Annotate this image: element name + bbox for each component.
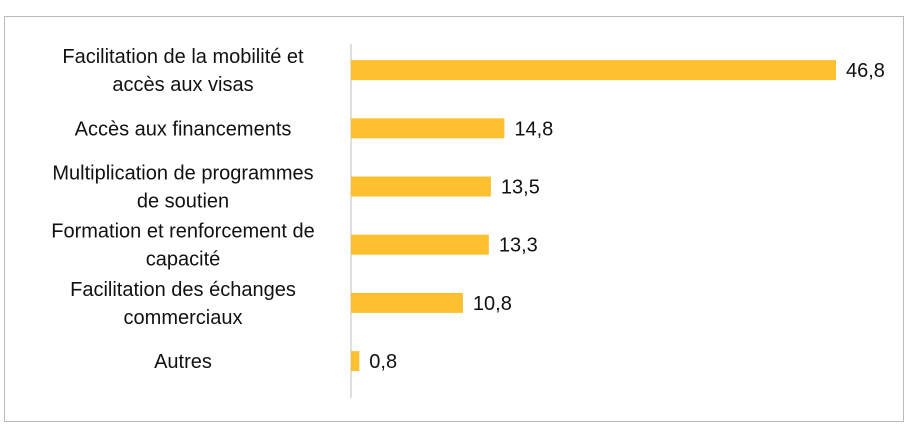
value-label-1: 14,8: [514, 118, 553, 140]
category-label-4: Facilitation des échanges commerciaux: [70, 279, 296, 329]
bar-0: [351, 60, 836, 81]
value-label-5: 0,8: [369, 351, 397, 373]
value-label-3: 13,3: [499, 235, 538, 257]
category-label-2: Multiplication de programmes de soutien: [52, 163, 313, 213]
category-labels-group: Facilitation de la mobilité et accès aux …: [51, 46, 314, 373]
bar-1: [351, 118, 505, 139]
bar-4: [351, 292, 463, 313]
chart-frame: [4, 16, 904, 422]
bar-3: [351, 234, 489, 255]
bar-2: [351, 176, 491, 197]
category-label-1: Accès aux financements: [75, 118, 292, 140]
value-label-2: 13,5: [501, 177, 540, 199]
category-label-0: Facilitation de la mobilité et accès aux …: [62, 46, 304, 96]
value-labels-group: 46,8 14,8 13,5 13,3 10,8 0,8: [369, 60, 885, 373]
category-label-5: Autres: [154, 351, 212, 373]
category-label-3: Formation et renforcement de capacité: [51, 221, 314, 271]
value-label-4: 10,8: [473, 293, 512, 315]
bars-group: [351, 60, 836, 372]
bar-5: [351, 351, 360, 372]
value-label-0: 46,8: [846, 60, 885, 82]
